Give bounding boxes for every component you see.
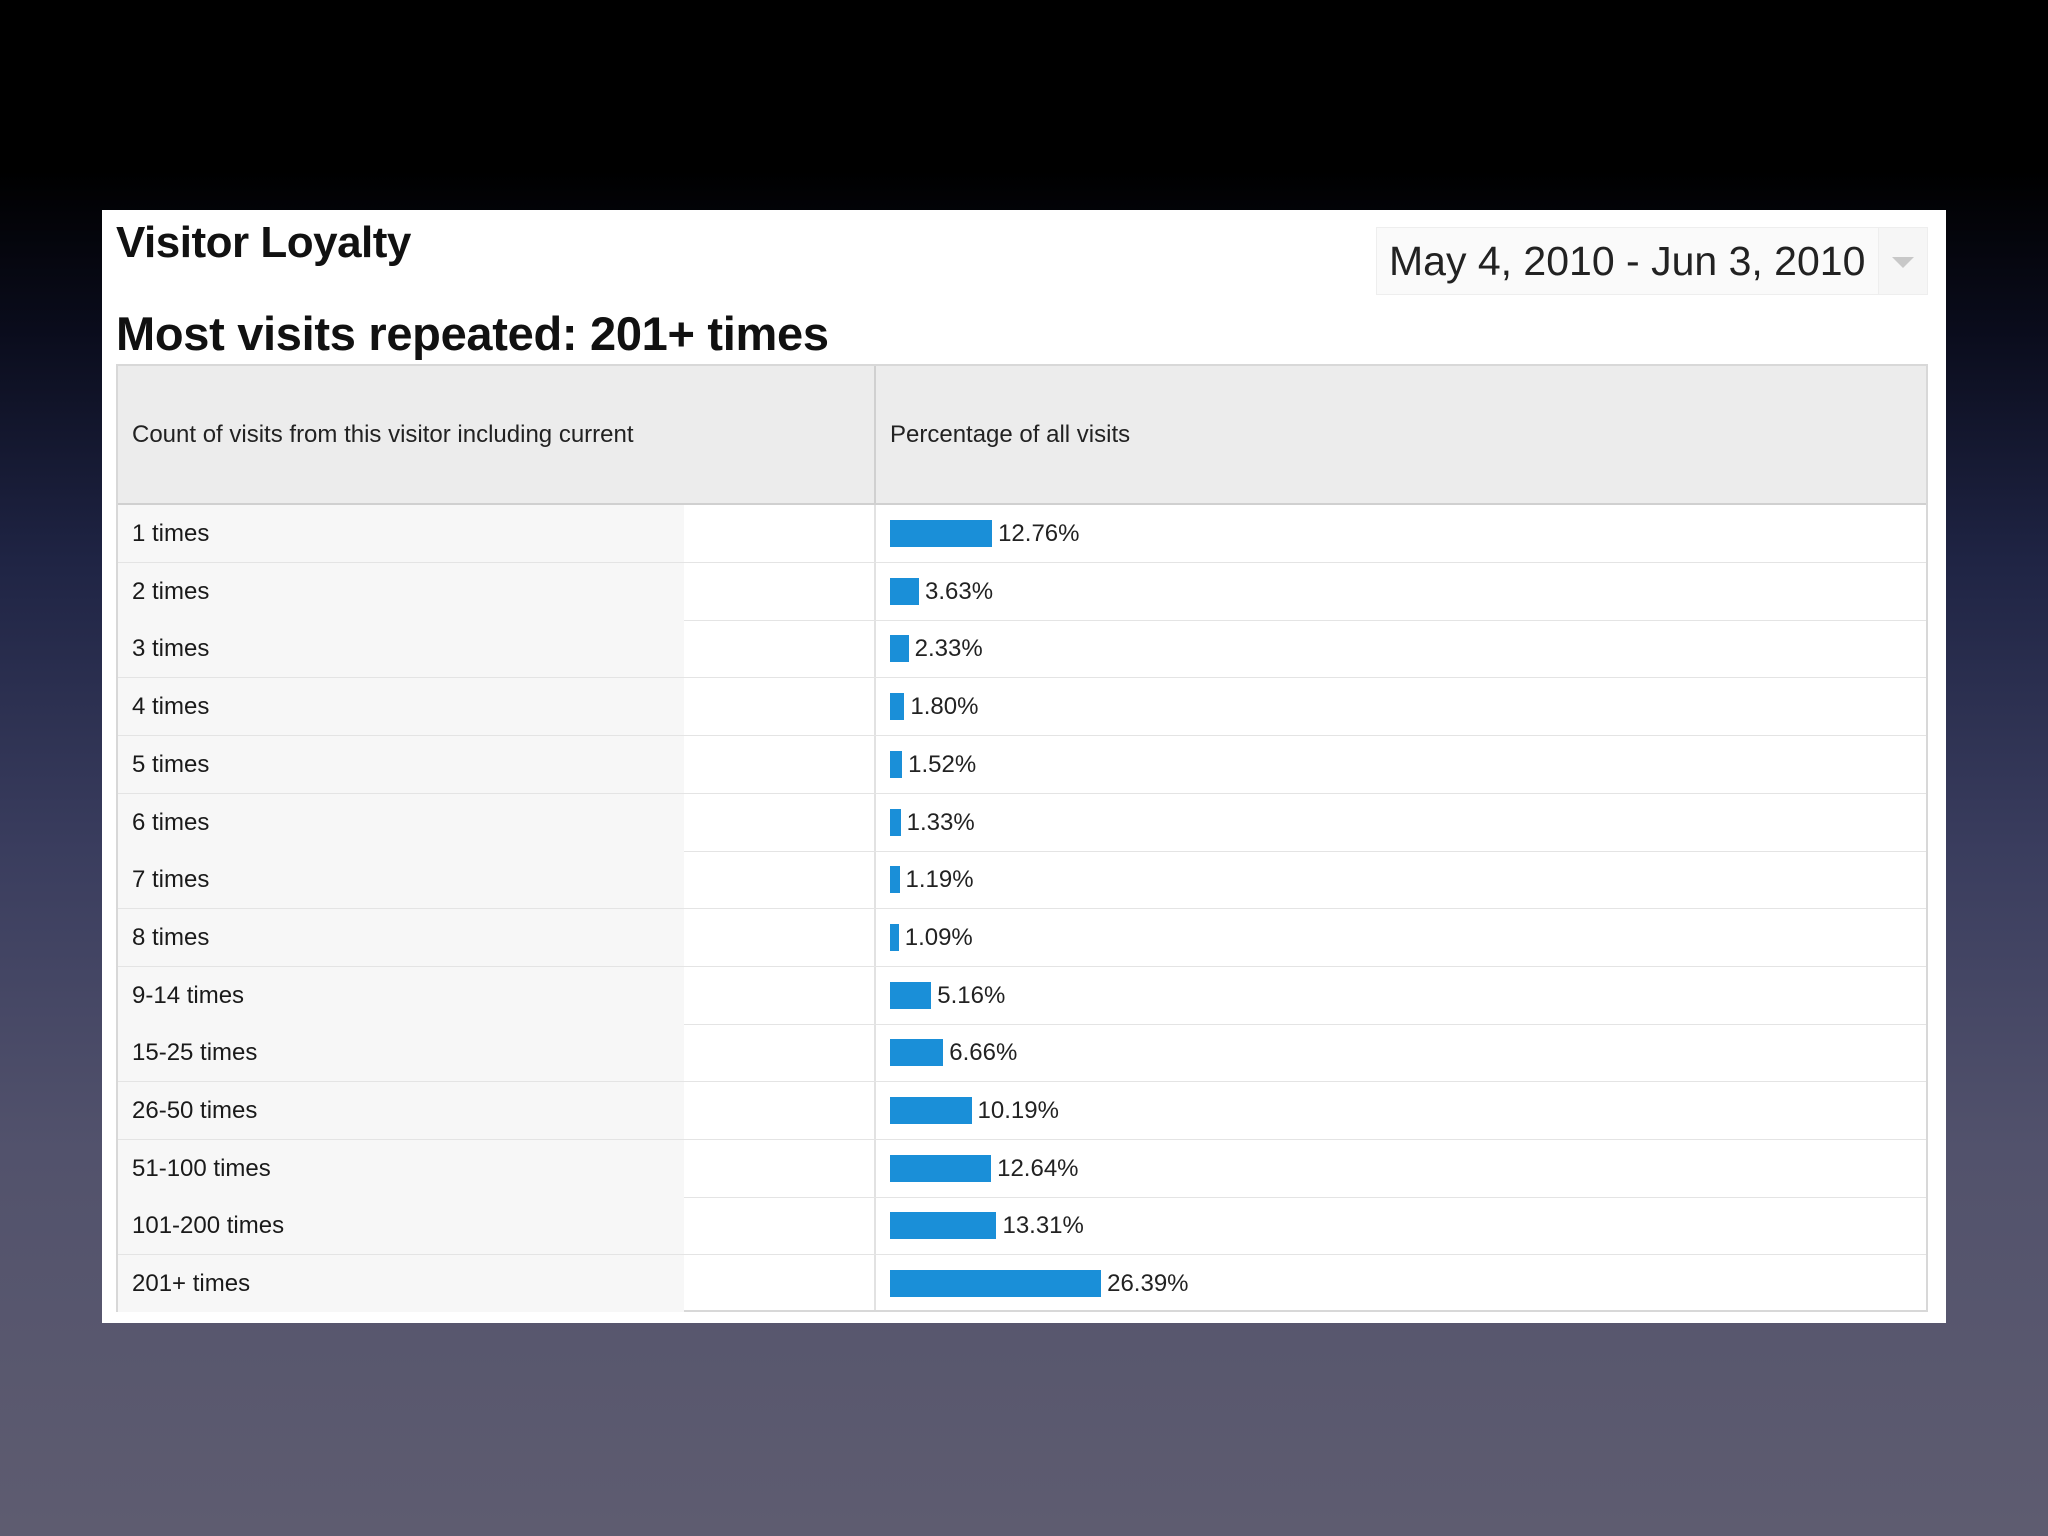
row-label[interactable]: 9-14 times [118, 966, 684, 1024]
date-range-dropdown[interactable] [1878, 228, 1927, 294]
table-row: 15-25 times 6.66% [118, 1024, 1926, 1083]
bar [890, 1212, 997, 1240]
bar [890, 1154, 992, 1182]
bar [890, 1270, 1102, 1298]
bar-value-label: 26.39% [1107, 1270, 1189, 1298]
table-row: 4 times 1.80% [118, 678, 1926, 737]
row-label[interactable]: 7 times [118, 851, 684, 909]
column-header-count[interactable]: Count of visits from this visitor includ… [118, 366, 876, 503]
bar-cell: 10.19% [876, 1082, 1926, 1139]
bar [890, 981, 932, 1009]
bar-value-label: 1.80% [910, 693, 979, 721]
bar-value-label: 6.66% [949, 1039, 1018, 1067]
bar [890, 1097, 972, 1124]
bar [890, 808, 901, 836]
bar-cell: 1.09% [876, 909, 1926, 966]
row-label[interactable]: 51-100 times [118, 1139, 684, 1197]
bar [890, 577, 920, 605]
table-row: 26-50 times 10.19% [118, 1082, 1926, 1140]
table-header: Count of visits from this visitor includ… [118, 366, 1926, 505]
bar-cell: 5.16% [876, 967, 1926, 1024]
chart-subtitle: Most visits repeated: 201+ times [116, 307, 829, 360]
table-row: 8 times 1.09% [118, 908, 1926, 967]
bar-cell: 13.31% [876, 1197, 1926, 1254]
bar-value-label: 13.31% [1002, 1212, 1084, 1240]
row-label[interactable]: 4 times [118, 678, 684, 736]
bar [890, 520, 993, 547]
row-label[interactable]: 3 times [118, 620, 684, 678]
bar-value-label: 10.19% [977, 1097, 1059, 1124]
row-label[interactable]: 26-50 times [118, 1082, 684, 1139]
bar-cell: 3.63% [876, 563, 1926, 620]
bar-cell: 1.52% [876, 736, 1926, 793]
report-title: Visitor Loyalty [116, 218, 411, 267]
bar-value-label: 1.09% [904, 923, 973, 951]
table-row: 9-14 times 5.16% [118, 966, 1926, 1025]
loyalty-table: Count of visits from this visitor includ… [116, 364, 1928, 1313]
row-label[interactable]: 6 times [118, 793, 684, 851]
bar [890, 866, 900, 894]
table-row: 51-100 times 12.64% [118, 1139, 1926, 1198]
bar-cell: 12.76% [876, 505, 1926, 562]
bar-cell: 1.80% [876, 678, 1926, 735]
bar-value-label: 1.33% [906, 808, 975, 836]
bar-cell: 26.39% [876, 1255, 1926, 1312]
row-label[interactable]: 8 times [118, 908, 684, 966]
table-row: 7 times 1.19% [118, 851, 1926, 910]
row-label[interactable]: 101-200 times [118, 1197, 684, 1255]
column-divider [874, 505, 876, 1310]
table-row: 1 times 12.76% [118, 505, 1926, 563]
column-header-percentage[interactable]: Percentage of all visits [890, 421, 1131, 448]
date-range-text: May 4, 2010 - Jun 3, 2010 [1389, 238, 1866, 284]
row-label[interactable]: 2 times [118, 562, 684, 620]
visitor-loyalty-panel: Visitor Loyalty May 4, 2010 - Jun 3, 201… [102, 210, 1946, 1323]
table-row: 3 times 2.33% [118, 620, 1926, 679]
bar-value-label: 12.64% [997, 1154, 1079, 1182]
bar-value-label: 3.63% [925, 577, 994, 605]
bar-value-label: 12.76% [998, 520, 1080, 547]
row-label[interactable]: 5 times [118, 735, 684, 793]
date-range-picker[interactable]: May 4, 2010 - Jun 3, 2010 [1376, 227, 1928, 295]
table-row: 101-200 times 13.31% [118, 1197, 1926, 1256]
table-row: 5 times 1.52% [118, 735, 1926, 794]
bar [890, 635, 909, 663]
chevron-down-icon [1892, 257, 1914, 268]
row-label[interactable]: 1 times [118, 505, 684, 562]
bar [890, 750, 903, 778]
bar [890, 693, 905, 721]
bar-cell: 12.64% [876, 1140, 1926, 1197]
row-label[interactable]: 15-25 times [118, 1024, 684, 1082]
table-row: 2 times 3.63% [118, 562, 1926, 621]
table-row: 201+ times 26.39% [118, 1255, 1926, 1313]
bar-value-label: 1.19% [905, 866, 974, 894]
bar-cell: 1.33% [876, 794, 1926, 851]
bar-value-label: 2.33% [914, 635, 983, 663]
bar-cell: 1.19% [876, 851, 1926, 908]
bar-value-label: 1.52% [908, 750, 977, 778]
bar-cell: 6.66% [876, 1024, 1926, 1081]
bar [890, 923, 899, 951]
table-row: 6 times 1.33% [118, 793, 1926, 852]
bar-cell: 2.33% [876, 620, 1926, 677]
bar-value-label: 5.16% [937, 981, 1006, 1009]
bar [890, 1039, 944, 1067]
row-label[interactable]: 201+ times [118, 1255, 684, 1313]
